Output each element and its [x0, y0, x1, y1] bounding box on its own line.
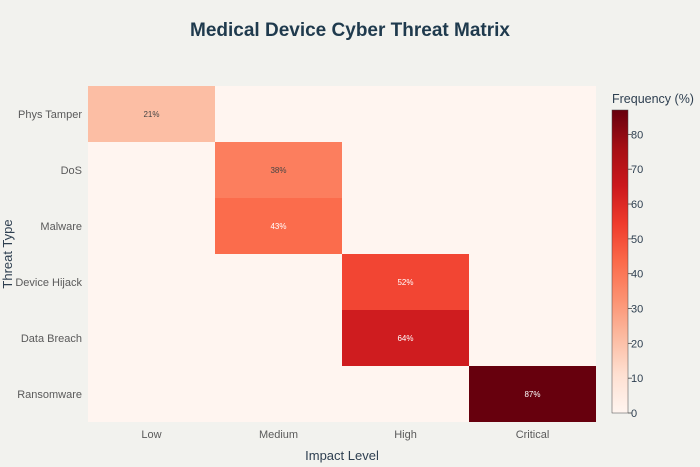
heatmap-cell-dos-medium[interactable]	[215, 142, 342, 198]
heatmap-cell-data-breach-medium[interactable]	[215, 310, 342, 366]
y-axis-title: Threat Type	[0, 219, 15, 288]
heatmap-cell-malware-low[interactable]	[88, 198, 215, 254]
cell-value-label: 38%	[270, 166, 286, 175]
heatmap-cell-device-hijack-low[interactable]	[88, 254, 215, 310]
cell-value-label: 43%	[270, 222, 286, 231]
x-tick-label: Low	[141, 429, 161, 441]
x-tick-label: Medium	[259, 429, 298, 441]
colorbar-tick-label: 70	[631, 164, 643, 176]
colorbar-tick-label: 0	[631, 408, 637, 420]
heatmap-cell-device-hijack-critical[interactable]	[469, 254, 596, 310]
heatmap-cell-data-breach-low[interactable]	[88, 310, 215, 366]
heatmap-cell-ransomware-medium[interactable]	[215, 366, 342, 422]
y-tick-label: DoS	[61, 165, 82, 177]
y-tick-label: Device Hijack	[15, 277, 82, 289]
cell-value-label: 21%	[143, 110, 159, 119]
heatmap-cells: 21% 38% 43% 52% 64% 87%	[88, 86, 596, 422]
heatmap-cell-phys-tamper-high[interactable]	[342, 86, 469, 142]
heatmap-cell-data-breach-high[interactable]	[342, 310, 469, 366]
y-tick-label: Malware	[40, 221, 82, 233]
heatmap-cell-malware-medium[interactable]	[215, 198, 342, 254]
colorbar-ticks: 0 10 20 30 40 50 60 70 80	[628, 129, 643, 420]
heatmap-cell-dos-critical[interactable]	[469, 142, 596, 198]
y-axis-ticks: Phys Tamper DoS Malware Device Hijack Data B…	[15, 109, 82, 401]
heatmap-cell-phys-tamper-medium[interactable]	[215, 86, 342, 142]
heatmap-cell-dos-low[interactable]	[88, 142, 215, 198]
chart-title: Medical Device Cyber Threat Matrix	[190, 20, 510, 41]
x-tick-label: Critical	[516, 429, 550, 441]
heatmap-cell-device-hijack-medium[interactable]	[215, 254, 342, 310]
colorbar-tick-label: 40	[631, 269, 643, 281]
colorbar-tick-label: 10	[631, 373, 643, 385]
heatmap-cell-malware-high[interactable]	[342, 198, 469, 254]
heatmap-cell-ransomware-low[interactable]	[88, 366, 215, 422]
x-axis-title: Impact Level	[305, 448, 379, 463]
colorbar-tick-label: 30	[631, 304, 643, 316]
colorbar-title: Frequency (%)	[612, 92, 694, 106]
heatmap-cell-phys-tamper-critical[interactable]	[469, 86, 596, 142]
y-tick-label: Data Breach	[21, 333, 82, 345]
x-axis-ticks: Low Medium High Critical	[141, 429, 549, 441]
colorbar-tick-label: 50	[631, 234, 643, 246]
heatmap-cell-ransomware-critical[interactable]	[469, 366, 596, 422]
heatmap-cell-phys-tamper-low[interactable]	[88, 86, 215, 142]
y-tick-label: Ransomware	[17, 389, 82, 401]
heatmap-cell-dos-high[interactable]	[342, 142, 469, 198]
y-tick-label: Phys Tamper	[18, 109, 82, 121]
heatmap-cell-device-hijack-high[interactable]	[342, 254, 469, 310]
colorbar-tick-label: 60	[631, 199, 643, 211]
colorbar-gradient	[611, 109, 629, 414]
heatmap-cell-ransomware-high[interactable]	[342, 366, 469, 422]
colorbar-tick-label: 80	[631, 129, 643, 141]
x-tick-label: High	[394, 429, 417, 441]
cell-value-label: 87%	[524, 390, 540, 399]
heatmap-cell-data-breach-critical[interactable]	[469, 310, 596, 366]
heatmap-cell-malware-critical[interactable]	[469, 198, 596, 254]
cell-value-label: 52%	[397, 278, 413, 287]
colorbar-tick-label: 20	[631, 338, 643, 350]
cell-value-label: 64%	[397, 334, 413, 343]
